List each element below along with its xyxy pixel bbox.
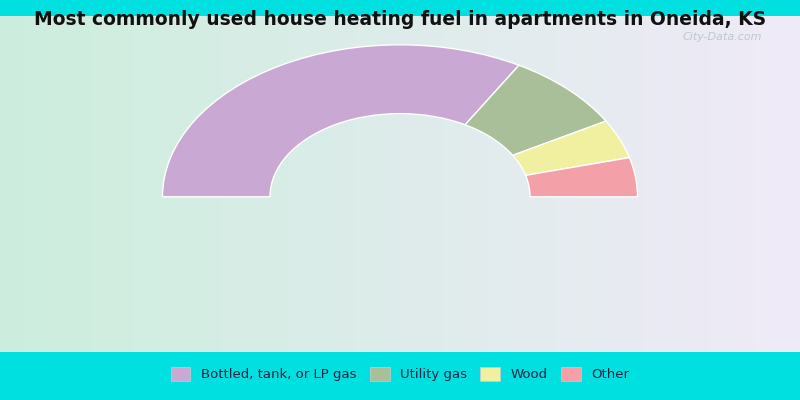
Wedge shape bbox=[526, 158, 638, 197]
Wedge shape bbox=[162, 45, 519, 197]
Wedge shape bbox=[465, 65, 606, 155]
Text: Most commonly used house heating fuel in apartments in Oneida, KS: Most commonly used house heating fuel in… bbox=[34, 10, 766, 29]
Text: City-Data.com: City-Data.com bbox=[683, 32, 762, 42]
Wedge shape bbox=[513, 121, 630, 175]
Legend: Bottled, tank, or LP gas, Utility gas, Wood, Other: Bottled, tank, or LP gas, Utility gas, W… bbox=[166, 362, 634, 386]
